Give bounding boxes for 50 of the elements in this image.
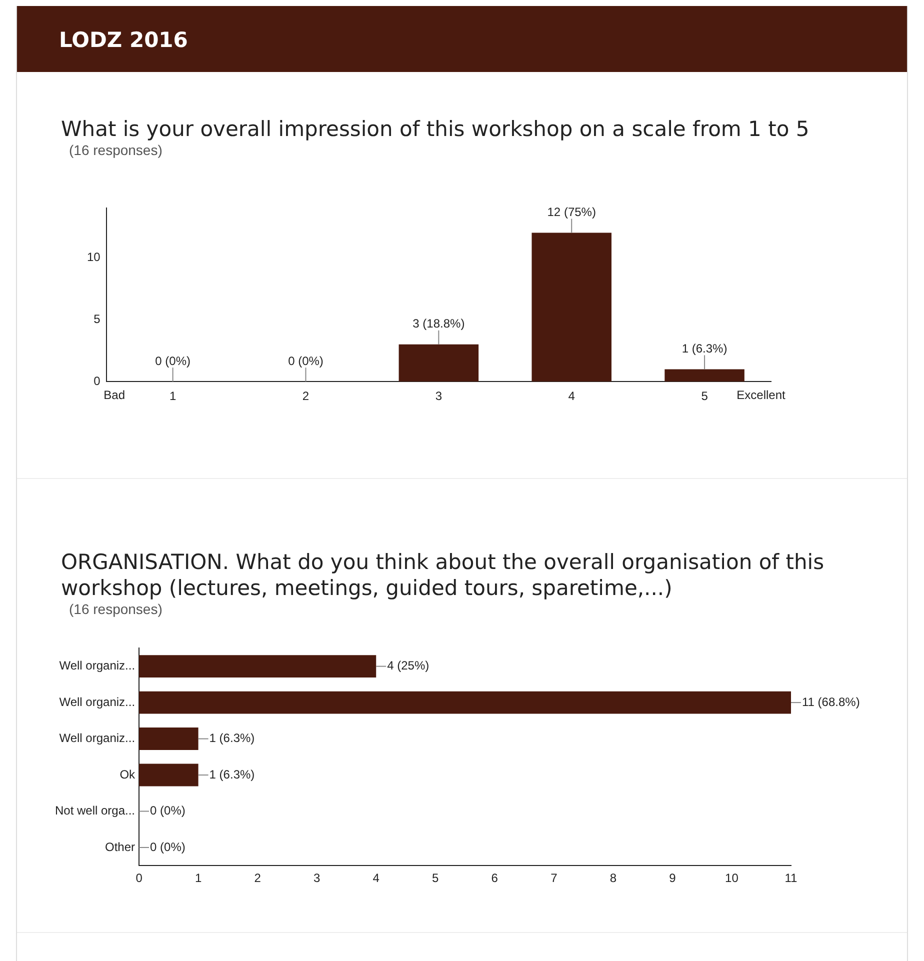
- x-tick-label: 8: [610, 871, 617, 886]
- bar: [139, 728, 198, 750]
- chart-subtitle: (16 responses): [69, 601, 164, 617]
- data-label: 1 (6.3%): [209, 767, 255, 782]
- bar: [139, 691, 791, 714]
- data-label: 0 (0%): [155, 354, 190, 368]
- x-tick-label: 11: [784, 871, 798, 886]
- x-tick-label: 7: [550, 871, 558, 886]
- chart-subtitle: (16 responses): [69, 142, 164, 158]
- data-label: 0 (0%): [150, 840, 186, 854]
- x-tick-label: 1: [169, 389, 176, 404]
- chart-title: ORGANISATION. What do you think about the overall organisation of this workshop (lectures, meetings, guided tours, sparetime,...): [61, 549, 826, 601]
- x-tick-label: 4: [372, 871, 380, 886]
- y-tick-label: Not well orga...: [54, 804, 136, 818]
- y-tick-label: Well organiz...: [59, 658, 136, 673]
- data-label: 1 (6.3%): [682, 342, 728, 356]
- bar: [139, 764, 198, 786]
- x-tick-label: 1: [194, 871, 202, 886]
- data-label: 3 (18.8%): [412, 316, 465, 331]
- y-tick-label: Well organiz...: [59, 694, 136, 709]
- text: Bad: [104, 388, 126, 402]
- x-tick-label: 3: [314, 871, 320, 886]
- x-tick-label: 4: [568, 389, 576, 404]
- bar: [139, 655, 376, 678]
- x-tick-label: 6: [491, 871, 498, 886]
- data-label: 0 (0%): [288, 354, 324, 368]
- y-tick-label: 0: [94, 374, 101, 388]
- x-tick-label: 3: [435, 389, 442, 404]
- bar: [532, 232, 612, 382]
- data-label: 4 (25%): [387, 658, 430, 673]
- text: Excellent: [736, 388, 786, 402]
- x-tick-label: 5: [432, 871, 440, 886]
- y-tick-label: Well organiz...: [59, 731, 136, 746]
- data-label: 11 (68.8%): [802, 694, 860, 709]
- text: LODZ 2016: [17, 6, 907, 72]
- x-tick-label: 5: [701, 389, 708, 404]
- x-tick-label: 2: [254, 871, 262, 886]
- bar: [664, 369, 744, 382]
- bar: [398, 344, 479, 382]
- data-label: 12 (75%): [547, 205, 596, 220]
- data-label: 1 (6.3%): [209, 731, 255, 746]
- y-tick-label: Ok: [120, 767, 136, 782]
- y-tick-label: 5: [94, 312, 101, 326]
- y-tick-label: Other: [105, 840, 136, 854]
- x-tick-label: 2: [302, 389, 310, 404]
- data-label: 0 (0%): [150, 804, 186, 818]
- y-tick-label: 10: [86, 250, 101, 264]
- x-tick-label: 10: [725, 871, 739, 886]
- x-tick-label: 9: [669, 871, 676, 886]
- chart-title: What is your overall impression of this workshop on a scale from 1 to 5: [61, 116, 810, 142]
